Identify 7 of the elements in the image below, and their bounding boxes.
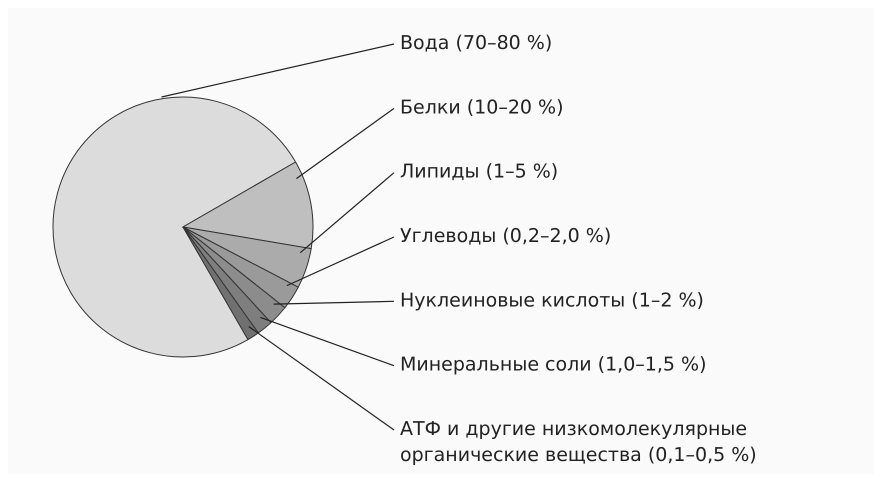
slice-label: Нуклеиновые кислоты (1–2 %) [400, 290, 704, 312]
slice-label: Вода (70–80 %) [400, 32, 552, 54]
slice-label: Минеральные соли (1,0–1,5 %) [400, 354, 707, 376]
slice-label: Углеводы (0,2–2,0 %) [400, 225, 612, 248]
slice-label: Белки (10–20 %) [400, 96, 564, 119]
slice-label: Липиды (1–5 %) [400, 160, 558, 183]
slice-label: АТФ и другие низкомолекулярные органические вещества (0,1–0,5 %) [400, 418, 757, 466]
